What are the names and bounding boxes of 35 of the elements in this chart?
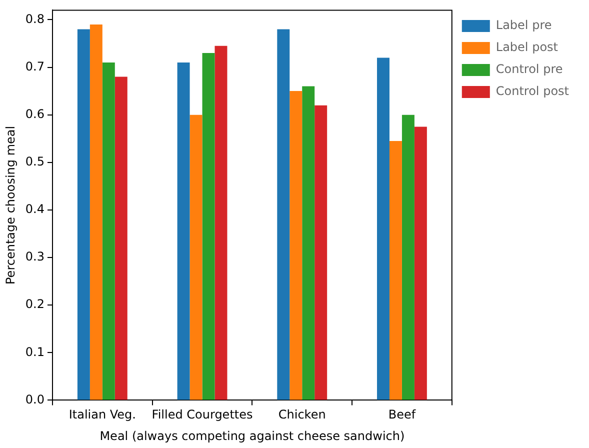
bar — [314, 105, 328, 400]
y-tick-label: 0.5 — [25, 154, 44, 169]
bar — [90, 24, 102, 400]
bar — [302, 86, 315, 400]
bar — [290, 91, 302, 400]
bar — [402, 114, 414, 400]
legend-label: Control pre — [496, 62, 563, 76]
x-tick-label: Chicken — [278, 408, 326, 422]
y-tick-label: 0.6 — [25, 106, 44, 121]
x-axis-title: Meal (always competing against cheese sandwich) — [100, 428, 405, 443]
bar — [114, 76, 128, 400]
bar — [277, 29, 290, 400]
bar — [214, 46, 228, 400]
bar — [414, 126, 427, 400]
x-tick-label: Italian Veg. — [68, 408, 136, 422]
legend-label: Label pre — [496, 18, 552, 32]
y-tick-label: 0.8 — [25, 12, 44, 26]
bar — [190, 114, 202, 400]
bar — [377, 58, 390, 400]
x-tick-label: Beef — [388, 408, 416, 422]
bar — [102, 62, 115, 400]
y-tick-label: 0.4 — [25, 202, 44, 216]
legend-label: Control post — [496, 84, 570, 98]
y-tick-label: 0.0 — [25, 392, 44, 406]
legend-label: Label post — [496, 40, 558, 54]
bar — [177, 62, 190, 400]
y-tick-label: 0.2 — [25, 297, 44, 312]
y-axis-title: Percentage choosing meal — [3, 126, 18, 284]
y-tick-label: 0.3 — [25, 250, 44, 264]
bar — [202, 53, 215, 400]
bar — [389, 140, 402, 400]
bar — [77, 29, 90, 400]
y-tick-label: 0.1 — [25, 344, 44, 359]
y-tick-label: 0.7 — [25, 59, 44, 74]
x-tick-label: Filled Courgettes — [152, 408, 253, 422]
